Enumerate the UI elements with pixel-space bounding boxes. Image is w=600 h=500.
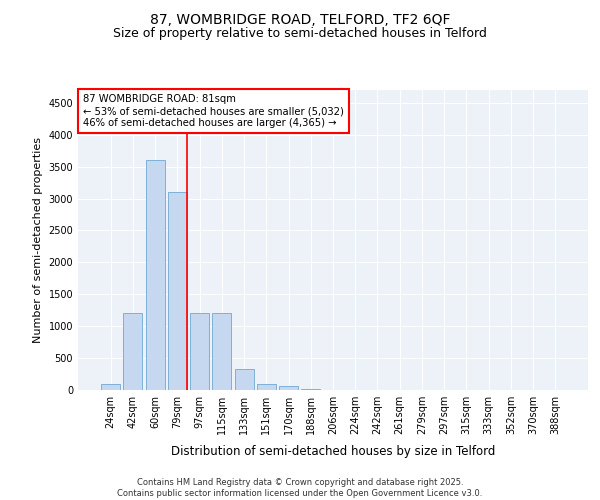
Text: Size of property relative to semi-detached houses in Telford: Size of property relative to semi-detach… bbox=[113, 28, 487, 40]
Bar bbox=[301, 389, 320, 390]
Y-axis label: Number of semi-detached properties: Number of semi-detached properties bbox=[33, 137, 43, 343]
Bar bbox=[190, 314, 209, 390]
Text: 87, WOMBRIDGE ROAD, TELFORD, TF2 6QF: 87, WOMBRIDGE ROAD, TELFORD, TF2 6QF bbox=[150, 12, 450, 26]
Text: Contains HM Land Registry data © Crown copyright and database right 2025.
Contai: Contains HM Land Registry data © Crown c… bbox=[118, 478, 482, 498]
Bar bbox=[279, 386, 298, 390]
Bar bbox=[101, 384, 120, 390]
Bar bbox=[257, 384, 276, 390]
X-axis label: Distribution of semi-detached houses by size in Telford: Distribution of semi-detached houses by … bbox=[171, 446, 495, 458]
Bar bbox=[235, 369, 254, 390]
Bar bbox=[124, 314, 142, 390]
Bar bbox=[146, 160, 164, 390]
Bar bbox=[168, 192, 187, 390]
Bar bbox=[212, 314, 231, 390]
Text: 87 WOMBRIDGE ROAD: 81sqm
← 53% of semi-detached houses are smaller (5,032)
46% o: 87 WOMBRIDGE ROAD: 81sqm ← 53% of semi-d… bbox=[83, 94, 344, 128]
